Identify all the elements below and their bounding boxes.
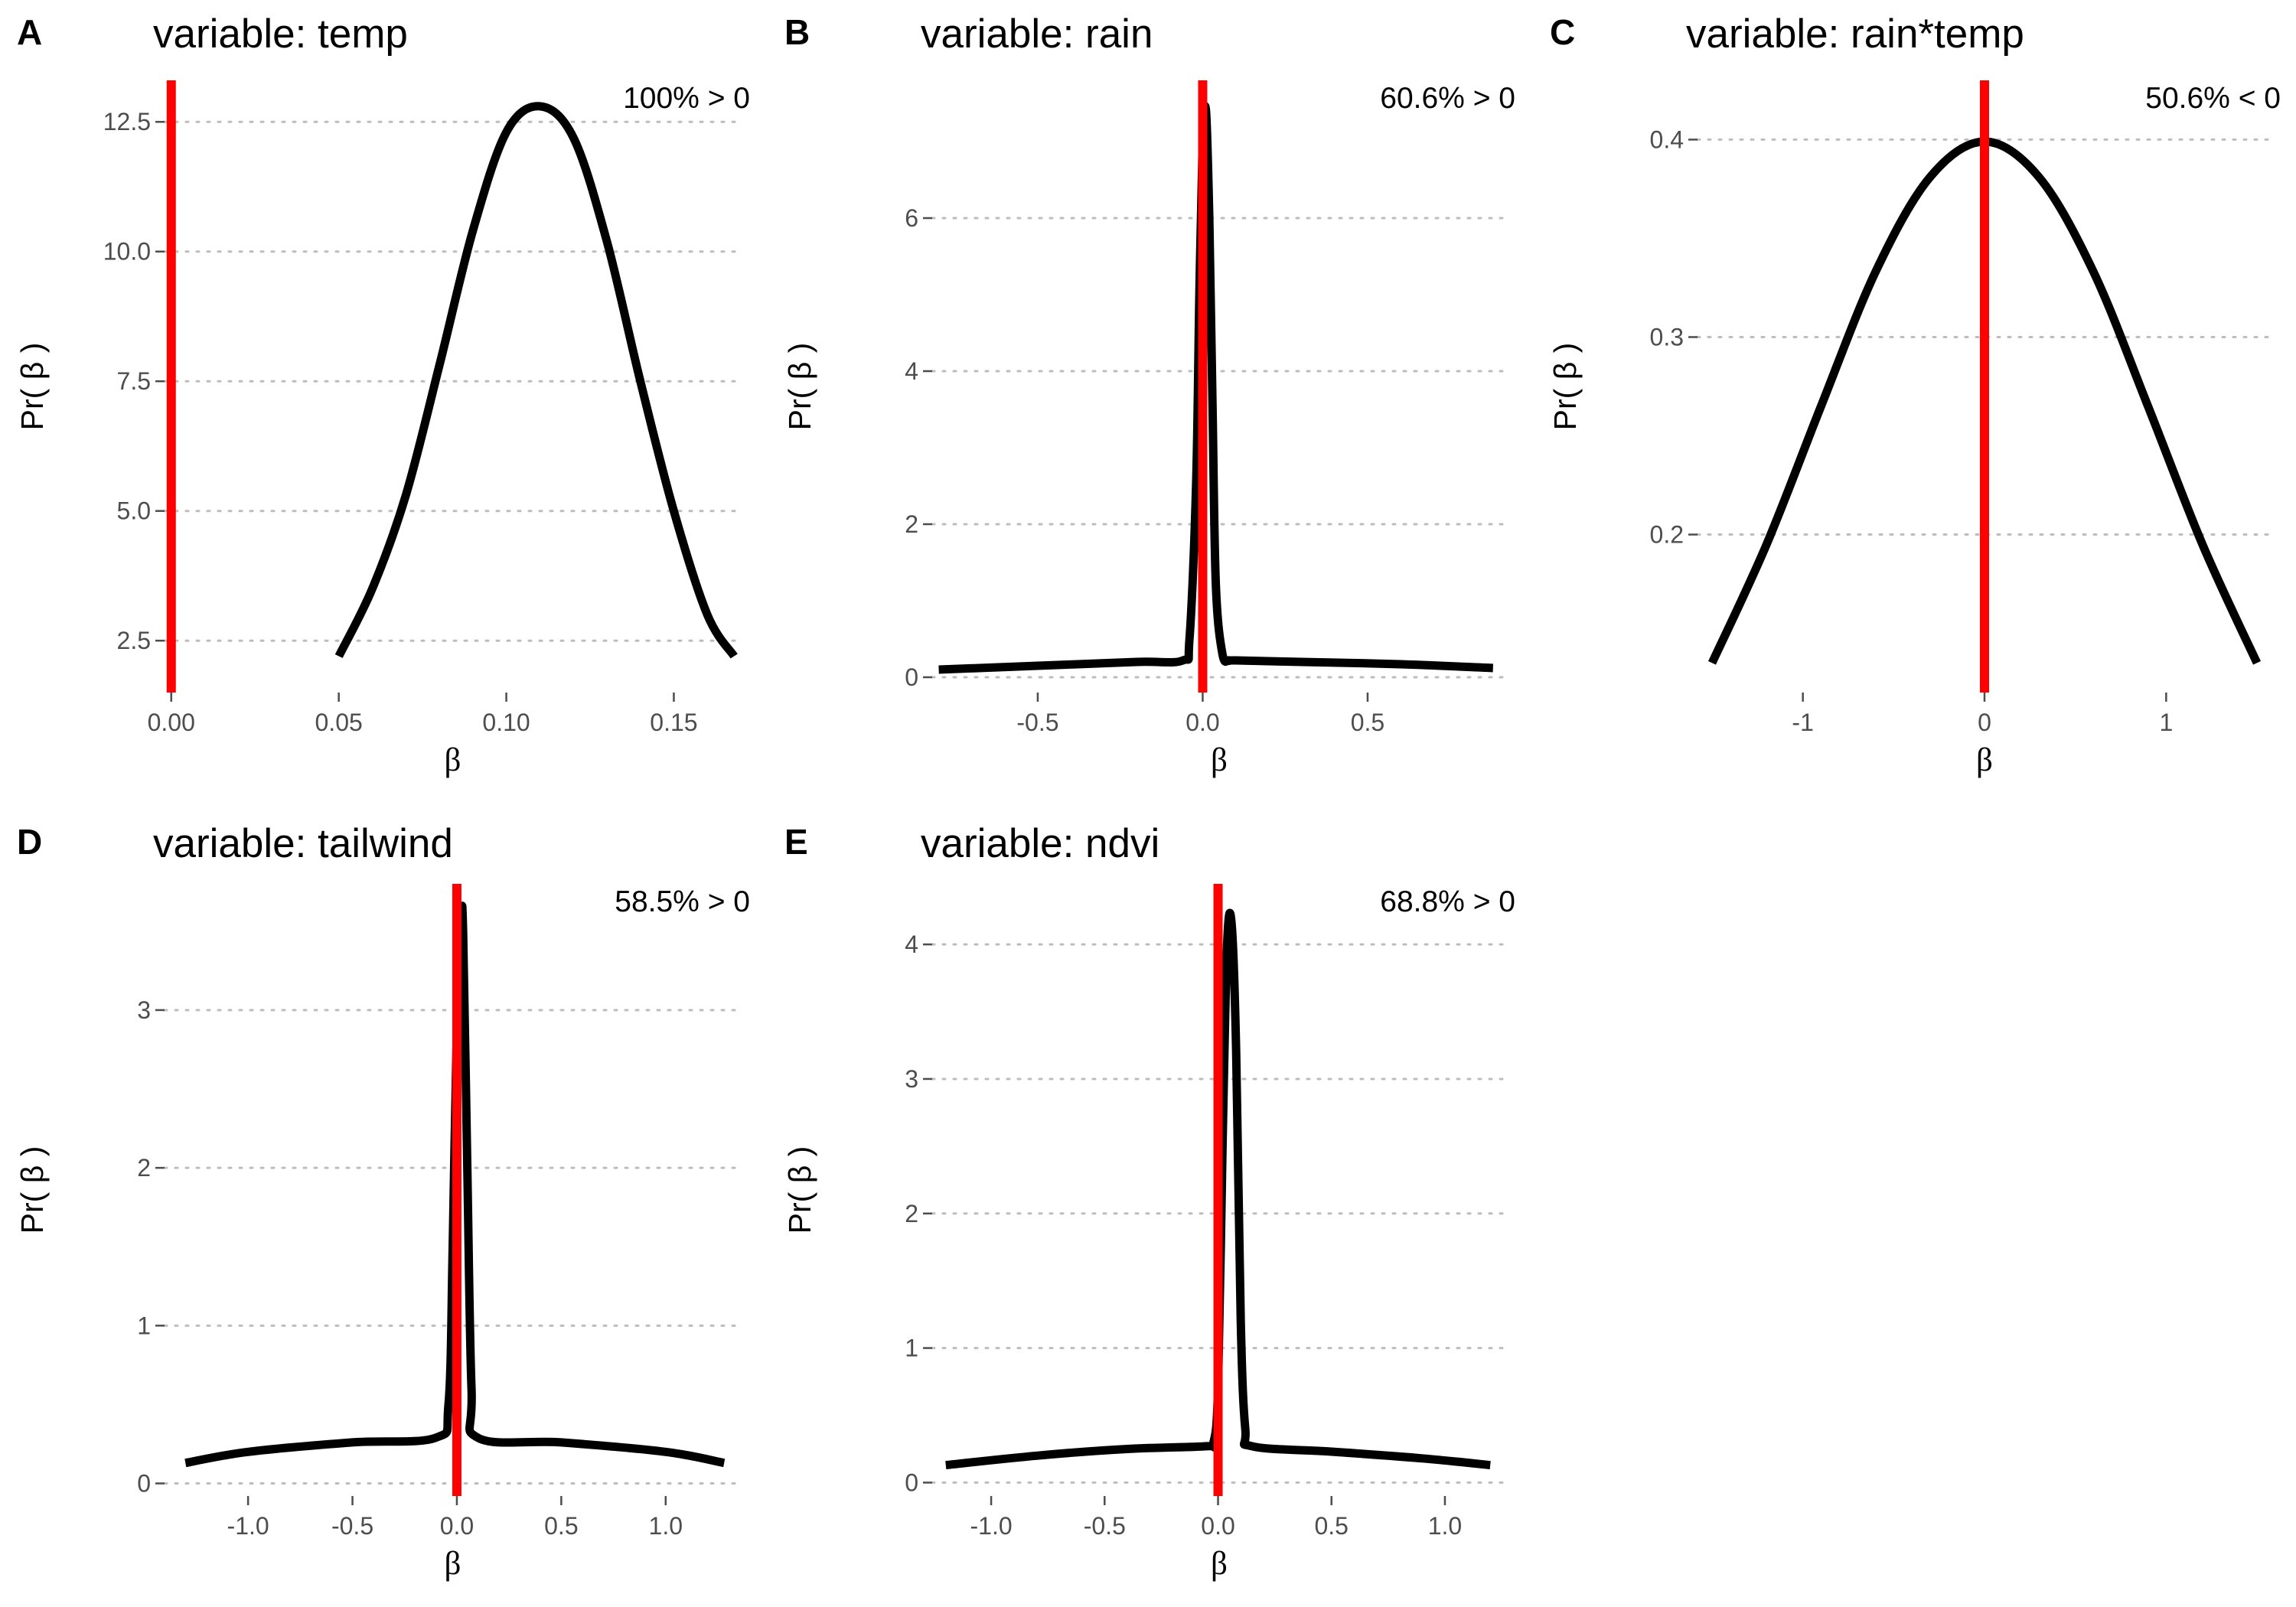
density-curve bbox=[938, 102, 1494, 674]
x-tick-label: 0 bbox=[1978, 709, 1991, 736]
x-tick-label: -1 bbox=[1792, 709, 1813, 736]
y-tick-label: 1 bbox=[905, 1335, 918, 1362]
y-tick-label: 6 bbox=[905, 204, 918, 232]
panel-letter: B bbox=[784, 12, 810, 52]
panel-letter: A bbox=[17, 12, 42, 52]
panel-title: variable: rain bbox=[921, 11, 1153, 57]
x-tick-label: 1 bbox=[2159, 709, 2173, 736]
y-tick-label: 4 bbox=[905, 357, 918, 385]
y-tick-label: 3 bbox=[905, 1065, 918, 1093]
y-tick-label: 2 bbox=[905, 1200, 918, 1227]
panel-c: 0.2 0.3 0.4 -1 0 1 C variable: rain*temp 50.6% <… bbox=[1548, 11, 2281, 778]
y-tick-label: 0 bbox=[137, 1470, 151, 1498]
x-axis-label: β bbox=[445, 1546, 461, 1582]
x-tick-label: -0.5 bbox=[1084, 1512, 1126, 1540]
panel-a: 2.5 5.0 7.5 10.0 12.5 0.00 0.05 0.10 0.15 A variab… bbox=[15, 11, 750, 778]
panels: 2.55.07.510.012.50.00 0.05 0.10 0.15A variab… bbox=[15, 11, 2281, 1582]
y-tick-label: 2.5 bbox=[117, 627, 151, 654]
panel-title: variable: tailwind bbox=[153, 821, 453, 866]
probability-annotation: 58.5% > 0 bbox=[615, 885, 750, 918]
x-axis-label: β bbox=[1976, 742, 1993, 778]
probability-annotation: 60.6% > 0 bbox=[1380, 82, 1515, 115]
density-curve bbox=[334, 102, 738, 659]
y-tick-label: 7.5 bbox=[117, 367, 151, 395]
y-axis-label: Pr( β ) bbox=[15, 1146, 50, 1234]
y-tick-label: 3 bbox=[137, 996, 151, 1024]
x-tick-label: 0.5 bbox=[1314, 1512, 1348, 1540]
y-tick-label: 1 bbox=[137, 1312, 151, 1339]
y-axis-label: Pr( β ) bbox=[15, 343, 50, 431]
x-tick-label: -1.0 bbox=[227, 1512, 269, 1540]
panel-e: 0 1 2 3 4 -1.0 -0.5 0.0 0.5 1.0 E variable: ndvi 68.… bbox=[782, 821, 1515, 1582]
y-axis-label: Pr( β ) bbox=[782, 1146, 817, 1234]
x-tick-label: -1.0 bbox=[970, 1512, 1013, 1540]
y-tick-label: 10.0 bbox=[103, 238, 151, 266]
y-tick-label: 4 bbox=[905, 931, 918, 958]
x-tick-label: 1.0 bbox=[649, 1512, 683, 1540]
y-tick-label: 12.5 bbox=[103, 108, 151, 135]
x-tick-label: 0.00 bbox=[148, 709, 195, 736]
y-tick-label: 0.3 bbox=[1650, 323, 1684, 350]
probability-annotation: 50.6% < 0 bbox=[2145, 82, 2281, 115]
y-tick-label: 0.4 bbox=[1650, 125, 1684, 153]
y-tick-label: 0 bbox=[905, 1468, 918, 1496]
y-axis-label: Pr( β ) bbox=[1548, 343, 1583, 431]
x-tick-label: -0.5 bbox=[1016, 709, 1058, 736]
panel-b: 0 2 4 6 -0.5 0.0 0.5 B variable: rain 60.6% > 0 β P… bbox=[782, 11, 1515, 778]
x-tick-label: 1.0 bbox=[1428, 1512, 1462, 1540]
x-tick-label: 0.0 bbox=[440, 1512, 474, 1540]
x-tick-label: 0.0 bbox=[1186, 709, 1219, 736]
panel-letter: C bbox=[1550, 12, 1575, 52]
y-tick-label: 0.2 bbox=[1650, 521, 1684, 549]
y-axis-label: Pr( β ) bbox=[782, 343, 817, 431]
panel-title: variable: temp bbox=[153, 11, 408, 57]
probability-annotation: 100% > 0 bbox=[623, 82, 750, 115]
panel-d: 0 1 2 3 -1.0 -0.5 0.0 0.5 1.0 D variable: tailwind… bbox=[15, 821, 750, 1582]
x-axis-label: β bbox=[445, 742, 461, 778]
y-tick-label: 2 bbox=[137, 1154, 151, 1182]
y-tick-label: 0 bbox=[905, 663, 918, 691]
x-axis-label: β bbox=[1211, 1546, 1228, 1582]
x-tick-label: -0.5 bbox=[331, 1512, 373, 1540]
y-tick-label: 5.0 bbox=[117, 497, 151, 525]
panel-letter: E bbox=[784, 822, 808, 862]
panel-title: variable: rain*temp bbox=[1686, 11, 2024, 57]
x-tick-label: 0.5 bbox=[544, 1512, 578, 1540]
x-tick-label: 0.5 bbox=[1351, 709, 1384, 736]
x-tick-label: 0.10 bbox=[482, 709, 530, 736]
panel-title: variable: ndvi bbox=[921, 821, 1159, 866]
x-tick-label: 0.0 bbox=[1201, 1512, 1234, 1540]
x-tick-label: 0.05 bbox=[315, 709, 363, 736]
y-tick-label: 2 bbox=[905, 510, 918, 538]
density-curve bbox=[945, 908, 1491, 1470]
x-tick-label: 0.15 bbox=[650, 709, 697, 736]
x-axis-label: β bbox=[1211, 742, 1228, 778]
panel-letter: D bbox=[17, 822, 42, 862]
probability-annotation: 68.8% > 0 bbox=[1380, 885, 1515, 918]
